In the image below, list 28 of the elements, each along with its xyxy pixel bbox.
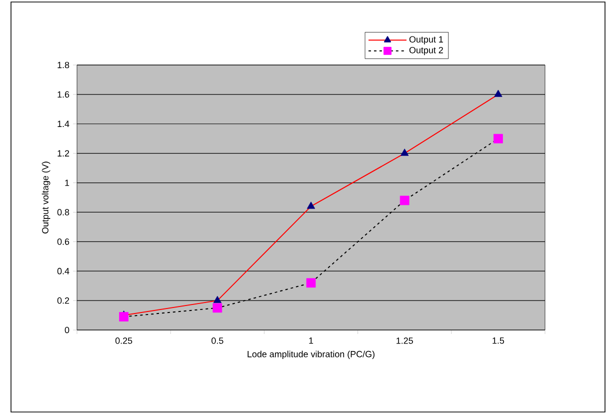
x-axis-title: Lode amplitude vibration (PC/G) — [248, 350, 374, 360]
x-tick-label: 1.25 — [396, 338, 413, 344]
y-tick-label: 0.6 — [57, 238, 70, 245]
point — [306, 202, 316, 209]
legend-label: Output 2 — [409, 46, 443, 56]
point — [400, 148, 409, 156]
y-tick-label: 1.2 — [58, 150, 70, 156]
y-tick-label: 0 — [64, 326, 70, 334]
point — [213, 296, 222, 303]
point — [212, 303, 222, 313]
y-tick-label: 0.4 — [57, 268, 70, 274]
y-tick-label: 1.6 — [58, 91, 70, 98]
x-tick-label: 0.5 — [212, 338, 224, 344]
y-tick-label: 1.8 — [58, 62, 70, 68]
y-tick-label: 1.4 — [58, 120, 70, 127]
legend-label: Output 1 — [409, 36, 443, 44]
point — [494, 134, 503, 144]
y-tick-label: 0.2 — [57, 297, 70, 304]
x-tick-label: 1.5 — [492, 338, 504, 344]
x-tick-label: 1 — [309, 338, 314, 344]
point — [119, 312, 128, 322]
y-axis-title: Output voltage (V) — [42, 162, 50, 234]
point — [306, 278, 316, 288]
point — [400, 196, 410, 206]
point — [494, 90, 502, 97]
x-tick-label: 0.25 — [115, 338, 132, 344]
y-tick-label: 0.8 — [57, 209, 70, 216]
y-tick-label: 1 — [65, 180, 70, 186]
